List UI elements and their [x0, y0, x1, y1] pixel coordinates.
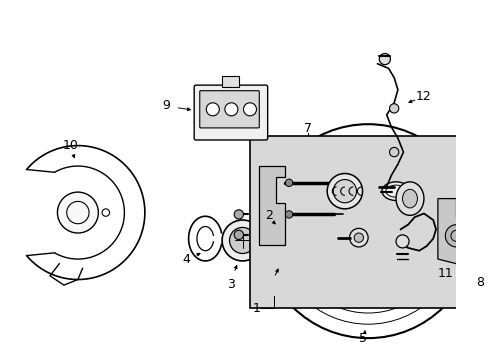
Circle shape [342, 205, 393, 257]
Circle shape [234, 210, 243, 219]
Text: 11: 11 [437, 266, 452, 279]
Bar [263, 245, 296, 296]
Circle shape [304, 223, 320, 239]
Circle shape [297, 212, 304, 220]
Bar [222, 76, 238, 87]
Circle shape [234, 230, 243, 239]
Text: 12: 12 [415, 90, 431, 103]
Circle shape [57, 192, 98, 233]
Circle shape [319, 183, 416, 279]
Text: 8: 8 [475, 276, 483, 289]
Polygon shape [259, 166, 285, 245]
Text: 1: 1 [252, 302, 260, 315]
Ellipse shape [287, 211, 313, 252]
Circle shape [310, 235, 317, 242]
Circle shape [389, 148, 398, 157]
Ellipse shape [381, 182, 409, 201]
Circle shape [261, 124, 474, 338]
Circle shape [342, 170, 359, 186]
Circle shape [285, 179, 292, 186]
Circle shape [224, 103, 237, 116]
Text: 5: 5 [359, 332, 366, 345]
Ellipse shape [332, 180, 356, 203]
Circle shape [468, 226, 478, 236]
Circle shape [379, 54, 389, 65]
Circle shape [395, 235, 408, 248]
Bar [249, 136, 488, 309]
Circle shape [229, 228, 255, 253]
Circle shape [342, 276, 359, 293]
Circle shape [284, 235, 291, 242]
Polygon shape [437, 199, 474, 264]
Circle shape [445, 225, 467, 247]
Text: 6: 6 [487, 229, 488, 242]
Text: 10: 10 [62, 139, 78, 152]
Polygon shape [465, 221, 482, 242]
Ellipse shape [326, 174, 362, 209]
Ellipse shape [395, 182, 423, 215]
Circle shape [349, 228, 367, 247]
Circle shape [243, 103, 256, 116]
FancyBboxPatch shape [200, 91, 259, 128]
Circle shape [206, 103, 219, 116]
Circle shape [353, 233, 363, 242]
Text: 9: 9 [162, 99, 170, 112]
Ellipse shape [276, 193, 325, 269]
Circle shape [285, 211, 292, 218]
Text: 2: 2 [264, 209, 272, 222]
Circle shape [389, 104, 398, 113]
Circle shape [404, 256, 421, 272]
Ellipse shape [402, 189, 417, 208]
Text: 7: 7 [303, 122, 311, 135]
Circle shape [404, 190, 421, 207]
Text: 3: 3 [227, 278, 235, 291]
FancyBboxPatch shape [194, 85, 267, 140]
Ellipse shape [222, 220, 263, 261]
Circle shape [271, 217, 284, 230]
Text: 4: 4 [183, 253, 190, 266]
